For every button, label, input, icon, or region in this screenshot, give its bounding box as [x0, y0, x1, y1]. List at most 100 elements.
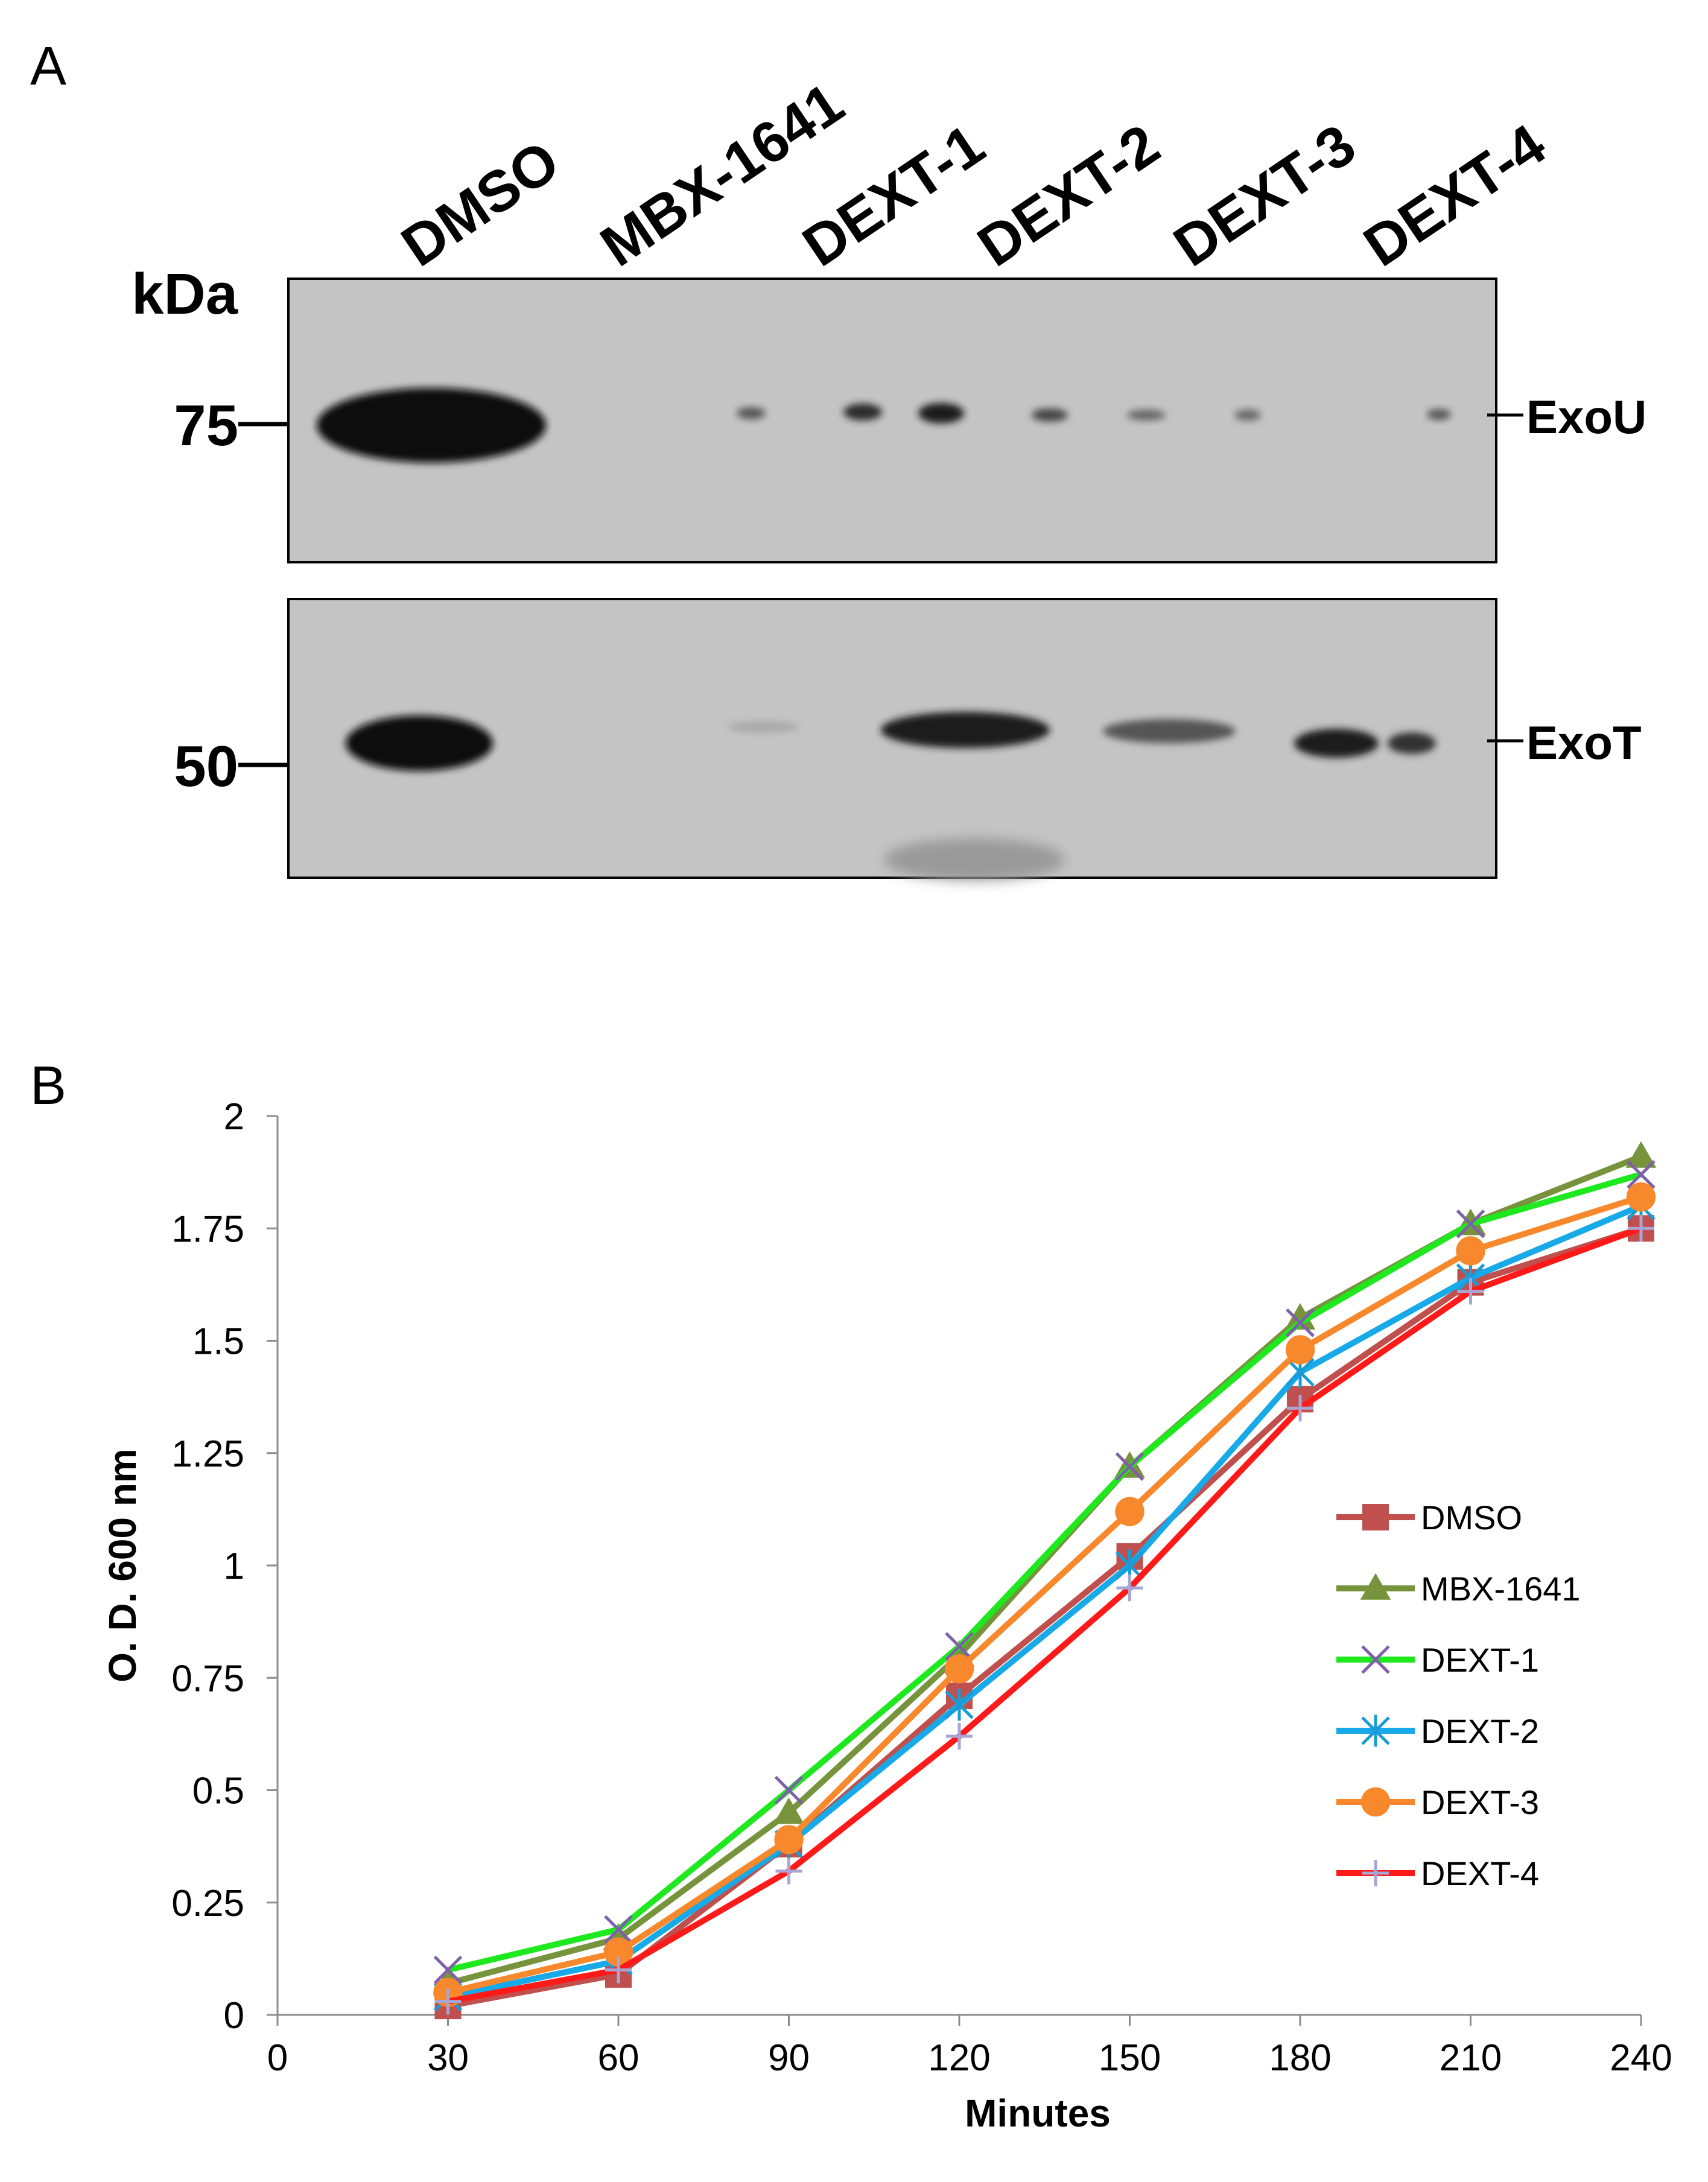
exou-marker-label: 75	[174, 393, 238, 458]
exou-blot: 75 ExoU	[174, 278, 1646, 563]
exot-band-dext-4a	[1294, 729, 1379, 758]
lane-labels: DMSO MBX-1641 DEXT-1 DEXT-2 DEXT-3 DEXT-…	[390, 71, 1557, 279]
exou-band-dext-2a	[918, 403, 964, 423]
lane-label-dext-2: DEXT-2	[967, 112, 1170, 279]
growth-chart: 0 0.25 0.5 0.75 1 1.25 1.5 1.75 2 0 30 60 90 120 150 1…	[101, 1096, 1672, 2135]
series-dmso	[434, 1215, 1654, 2020]
data-point-stroke	[945, 1632, 974, 1661]
kda-label: kDa	[132, 262, 238, 326]
data-point	[1628, 1215, 1654, 1242]
legend-entry: DEXT-3	[1336, 1783, 1539, 1821]
data-point	[1285, 1335, 1315, 1365]
y-axis: 0 0.25 0.5 0.75 1 1.25 1.5 1.75 2	[171, 1096, 279, 2037]
exot-band-dext-4b	[1388, 732, 1436, 754]
data-point	[434, 1988, 462, 2015]
exou-protein-label: ExoU	[1526, 390, 1646, 443]
legend-entry: DMSO	[1336, 1499, 1522, 1537]
legend-swatch-marker	[1360, 1573, 1391, 1600]
data-point	[945, 1632, 974, 1661]
series-layer	[433, 1141, 1657, 2020]
y-axis-title: O. D. 600 nm	[101, 1448, 144, 1682]
x-tick-label: 90	[768, 2037, 810, 2079]
data-point	[773, 1797, 804, 1824]
legend-entry: DEXT-4	[1336, 1854, 1539, 1892]
data-point-stroke	[433, 1955, 463, 1985]
data-point	[1456, 1210, 1485, 1238]
legend-label: DEXT-4	[1421, 1854, 1539, 1892]
panel-a-letter: A	[30, 36, 66, 97]
y-tick-label: 1	[224, 1546, 244, 1587]
legend-label: DEXT-3	[1421, 1783, 1539, 1821]
series-dext-1	[433, 1160, 1656, 1985]
exou-band-dmso	[317, 388, 546, 463]
exot-blot: 50 ExoT	[174, 598, 1642, 881]
lane-label-dext-4: DEXT-4	[1353, 112, 1557, 279]
data-point	[605, 1956, 632, 1984]
data-point	[1286, 1308, 1315, 1337]
data-point	[1287, 1395, 1313, 1422]
y-tick-label: 1.25	[171, 1433, 244, 1475]
x-tick-label: 60	[598, 2037, 640, 2079]
data-point	[1284, 1302, 1316, 1330]
data-point	[433, 1955, 463, 1985]
series-line	[447, 1203, 1642, 2000]
y-tick-label: 0.75	[171, 1658, 244, 1699]
data-point-stroke	[1627, 1160, 1656, 1189]
y-tick-label: 0	[224, 1995, 244, 2037]
y-tick-label: 2	[224, 1096, 244, 1138]
data-point	[1115, 1497, 1144, 1526]
legend-swatch-marker	[1362, 1504, 1389, 1530]
data-point-stroke	[774, 1775, 804, 1805]
series-line	[447, 1194, 1642, 1996]
legend-label: DEXT-1	[1421, 1641, 1539, 1679]
data-point	[1115, 1452, 1144, 1481]
legend-swatch-marker	[1362, 1860, 1389, 1886]
legend-entry: DEXT-1	[1336, 1641, 1539, 1679]
data-point-stroke	[604, 1915, 633, 1944]
y-tick-label: 0.25	[171, 1883, 244, 1924]
exou-bands	[317, 388, 1451, 463]
legend-label: MBX-1641	[1421, 1570, 1581, 1608]
x-tick-label: 150	[1099, 2037, 1161, 2079]
legend-label: DMSO	[1421, 1499, 1522, 1537]
x-tick-label: 180	[1269, 2037, 1331, 2079]
legend-swatch-marker	[1361, 1714, 1390, 1747]
series-dext-4	[434, 1215, 1654, 2015]
exot-bands	[346, 712, 1436, 881]
series-line	[447, 1225, 1642, 2005]
x-tick-label: 210	[1440, 2037, 1502, 2079]
exou-band-dext-3a	[1127, 410, 1166, 420]
exot-band-dext-2	[881, 712, 1050, 748]
data-point	[944, 1654, 974, 1684]
legend: DMSO MBX-1641 DEXT-1 DEXT-2 DEXT-3 DEXT-4	[1336, 1499, 1581, 1892]
exot-protein-label: ExoT	[1526, 716, 1642, 769]
x-tick-label: 240	[1610, 2037, 1672, 2079]
data-point	[1457, 1278, 1484, 1305]
data-point	[1625, 1141, 1657, 1168]
exou-band-dext-4	[1427, 409, 1451, 420]
x-tick-label: 30	[427, 2037, 469, 2079]
exou-band-dext-2b	[1032, 408, 1068, 422]
data-point	[774, 1775, 804, 1805]
legend-swatch-marker-stroke	[1361, 1645, 1390, 1674]
exou-band-dext-3b	[1234, 410, 1261, 420]
exot-band-dext-3	[1103, 719, 1236, 743]
panel-b-letter: B	[30, 1056, 66, 1116]
legend-entry: MBX-1641	[1336, 1570, 1581, 1608]
exot-marker-label: 50	[174, 734, 238, 799]
exot-smear-dext-2	[884, 839, 1065, 881]
legend-swatch-marker	[1361, 1645, 1390, 1674]
exot-band-dext-1	[727, 722, 799, 732]
series-line	[447, 1172, 1642, 1973]
x-axis-title: Minutes	[965, 2092, 1111, 2135]
data-point-stroke	[1456, 1210, 1485, 1238]
data-point-stroke	[1115, 1452, 1144, 1481]
data-point-stroke	[1286, 1308, 1315, 1337]
data-point	[603, 1937, 633, 1967]
data-point	[1116, 1575, 1143, 1602]
exou-band-dext-1a	[737, 407, 766, 419]
data-point	[604, 1915, 633, 1944]
data-point	[1626, 1182, 1656, 1212]
lane-label-dmso: DMSO	[390, 128, 571, 279]
